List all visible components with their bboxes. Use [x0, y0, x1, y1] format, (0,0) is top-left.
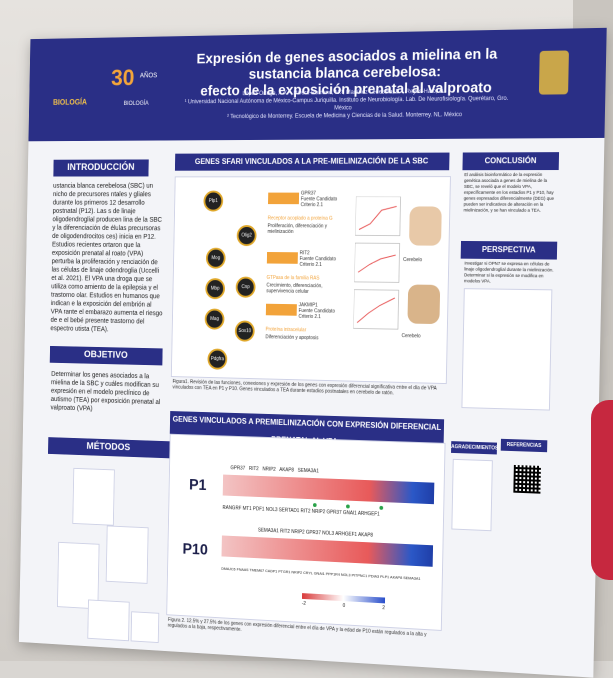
significance-dot: [379, 506, 383, 510]
p10-top-labels: SEMA3A1 RIT2 NRIP2 GPR37 NOL3 ARHGEF1 AK…: [258, 528, 373, 539]
p10-bottom-labels: DMAJC6 FNAAS TMEM67 CADP1 PTGR1 NRIP2 CR…: [221, 566, 420, 581]
conclusion-text: El análisis bioinformático de la expresi…: [463, 172, 556, 214]
section-conclusion: CONCLUSIÓN: [462, 152, 559, 170]
scientific-poster: BIOLOGÍA 30 AÑOS BIOLOGÍA Expresión de g…: [19, 28, 607, 678]
perspectiva-figure: [461, 288, 552, 410]
gene-gpr37-function: Proliferación, diferenciación y mieliniz…: [267, 223, 349, 235]
methods-figure-5: [131, 611, 160, 643]
node-olig2: Olig2: [237, 225, 257, 246]
plot-label-cerebelo-1: Cerebelo: [403, 257, 422, 263]
section-referencias: REFERENCIAS: [501, 439, 548, 452]
plot-label-cerebelo-2: Cerebelo: [401, 333, 420, 339]
section-metodos: MÉTODOS: [48, 437, 170, 458]
p1-top-labels: GPR37 RIT2 NRIP2 AKAP8 SEMA3A1: [230, 465, 319, 474]
brain-section-image-1: [409, 206, 442, 245]
unam-seal-icon: [539, 50, 569, 94]
gene-gpr37-role: Receptor acoplado a proteína G: [268, 216, 350, 222]
methods-figure-1: [72, 468, 115, 526]
poster-authors-block: López-Ortega, A.X.¹, Rivera-Romano, M.¹,…: [176, 87, 518, 122]
gene-gpr37: GPR37 Fuente Candidato Criterio 2.1: [301, 191, 356, 208]
gene-jakmip1-function: Diferenciación y apoptosis: [265, 334, 347, 341]
gene-jakmip1-role: Proteína intracelular: [265, 327, 347, 334]
expression-plots: [353, 197, 402, 334]
node-pdgfra: Pdgfra: [207, 348, 227, 369]
row-label-p1: P1: [189, 477, 207, 495]
gene-rit2-role: GTPasa de la familia RAS: [266, 275, 348, 282]
perspectiva-text: Investigar si OPN7 se expresa en células…: [464, 261, 555, 286]
node-mag: Mag: [205, 308, 225, 329]
objetivo-text: Determinar los genes asociados a la miel…: [51, 370, 164, 415]
significance-dot: [346, 504, 350, 508]
gene-rit2-function: Crecimiento, diferenciación, supervivenc…: [266, 283, 348, 296]
person-arm: [591, 400, 613, 580]
poster-title-line1: Expresión de genes asociados a mielina e…: [168, 45, 528, 84]
vpa-heatmap-figure: GPR37 RIT2 NRIP2 AKAP8 SEMA3A1 P1 RANGRF…: [166, 434, 445, 631]
row-label-p10: P10: [182, 541, 208, 559]
agradecimientos-text-block: [451, 459, 492, 531]
brain-section-image-2: [407, 285, 440, 325]
node-plp1: Plp1: [203, 191, 223, 212]
node-cnp: Cnp: [236, 277, 256, 298]
gene-box-gpr37: [268, 193, 299, 205]
heatmap-row-p10: [222, 535, 434, 566]
gene-box-rit2: [267, 252, 298, 264]
logo-30-anos: 30: [111, 65, 135, 92]
logo-anos-text: AÑOS: [140, 73, 158, 80]
logo-biologia-mid: BIOLOGÍA: [124, 101, 149, 107]
intro-text: ustancia blanca cerebelosa (SBC) un nich…: [50, 182, 166, 335]
significance-dot: [313, 503, 317, 507]
node-mog: Mog: [206, 248, 226, 269]
section-agradecimientos: AGRADECIMIENTOS: [451, 441, 497, 454]
methods-figure-2: [106, 525, 149, 583]
methods-figure-4: [87, 599, 129, 641]
section-objetivo: OBJETIVO: [50, 346, 163, 365]
poster-header: BIOLOGÍA 30 AÑOS BIOLOGÍA Expresión de g…: [28, 28, 606, 141]
gene-box-jakmip1: [266, 304, 297, 316]
p1-bottom-labels: RANGRF MT1 PDF1 NOL3 SERTAD1 RIT2 NRIP2 …: [222, 505, 379, 518]
section-sfari: GENES SFARI VINCULADOS A LA PRE-MIELINIZ…: [175, 153, 450, 171]
qr-code-icon: [513, 465, 541, 494]
heatmap-row-p1: [223, 475, 435, 505]
node-sox10: Sox10: [235, 320, 255, 341]
section-perspectiva: PERSPECTIVA: [461, 241, 558, 260]
node-mbp: Mbp: [205, 278, 225, 299]
logo-biologia-left: BIOLOGÍA: [53, 98, 87, 107]
sfari-figure: Plp1 Mog Mbp Olig2 Mag Cnp Sox10 Pdgfra …: [171, 176, 451, 384]
gene-jakmip1: JAKMIP1 Fuente Candidato Criterio 2.1: [298, 302, 353, 320]
section-introduccion: INTRODUCCIÓN: [53, 159, 148, 176]
gene-rit2: RIT2 Fuente Candidato Criterio 2.1: [299, 250, 354, 268]
